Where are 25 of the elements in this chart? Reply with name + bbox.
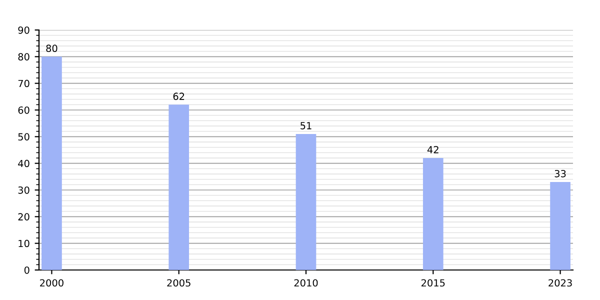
- data-label: 42: [427, 146, 438, 154]
- y-tick-label: 40: [18, 160, 30, 168]
- y-tick-label: 0: [24, 266, 30, 274]
- bar: [422, 158, 444, 270]
- y-tick-label: 30: [18, 186, 30, 194]
- y-tick-label: 90: [18, 26, 30, 34]
- x-tick-label: 2000: [40, 279, 64, 287]
- y-tick-label: 20: [18, 213, 30, 220]
- data-label: 80: [46, 44, 58, 52]
- data-label: 51: [300, 122, 312, 130]
- y-tick-label: 80: [18, 53, 30, 60]
- data-label: 62: [173, 92, 184, 100]
- bar: [42, 56, 62, 270]
- x-tick-label: 2010: [294, 279, 318, 287]
- x-tick-label: 2005: [167, 279, 190, 287]
- x-tick-label: 2015: [421, 279, 445, 287]
- bar: [296, 134, 316, 270]
- y-tick-label: 60: [18, 106, 30, 114]
- y-tick-label: 50: [18, 133, 30, 140]
- bar: [168, 104, 190, 270]
- x-tick-label: 2023: [548, 279, 572, 287]
- y-tick-label: 10: [18, 240, 30, 248]
- bar: [550, 182, 570, 270]
- y-tick-label: 70: [18, 80, 30, 88]
- data-label: 33: [554, 170, 566, 178]
